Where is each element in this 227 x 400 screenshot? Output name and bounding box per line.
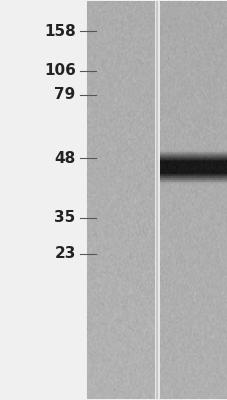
Text: 79: 79 xyxy=(54,87,75,102)
Text: 23: 23 xyxy=(54,246,75,261)
Text: 35: 35 xyxy=(54,210,75,225)
Bar xyxy=(86,1,226,399)
Text: 106: 106 xyxy=(44,64,75,78)
Text: 158: 158 xyxy=(44,24,75,39)
Text: 48: 48 xyxy=(54,151,75,166)
